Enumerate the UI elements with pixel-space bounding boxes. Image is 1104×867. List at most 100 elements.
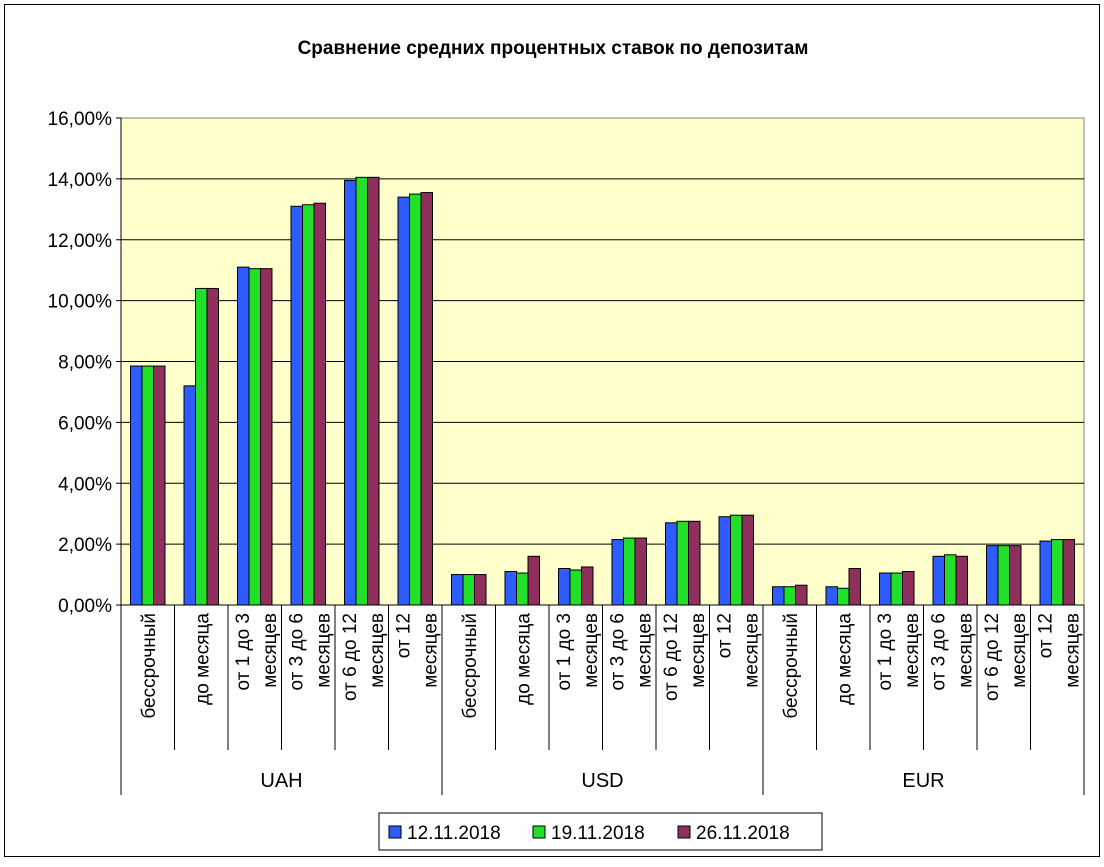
bar [302, 204, 315, 606]
bar [944, 554, 957, 606]
category-label: месяцев [741, 613, 762, 688]
bar [676, 520, 689, 606]
category-label: бессрочный [139, 613, 160, 719]
bar [248, 268, 261, 606]
category-label: месяцев [313, 613, 334, 688]
bar [237, 266, 250, 606]
bar [997, 545, 1010, 606]
legend: 12.11.2018 19.11.2018 26.11.2018 [378, 812, 823, 851]
bar [688, 520, 701, 606]
y-tick-label: 2,00% [58, 535, 112, 556]
bar [195, 287, 208, 606]
category-label: от 3 до 6 [928, 613, 949, 690]
bar [848, 567, 861, 606]
bar [890, 572, 903, 606]
y-tick-label: 8,00% [58, 353, 112, 374]
category-label: от 12 [393, 613, 414, 658]
group-label: UAH [260, 770, 302, 792]
bar [825, 586, 838, 606]
y-tick-label: 12,00% [48, 231, 113, 252]
bar [1051, 539, 1064, 606]
bar [516, 572, 529, 606]
bar [504, 571, 517, 606]
bar [879, 572, 892, 606]
legend-box [378, 812, 823, 851]
bar [1039, 540, 1052, 606]
category-label: бессрочный [460, 613, 481, 719]
bar [474, 574, 487, 606]
category-label: от 12 [714, 613, 735, 658]
bar [581, 566, 594, 606]
category-label: месяцев [902, 613, 923, 688]
bar [206, 287, 219, 606]
category-label: месяцев [1009, 613, 1030, 688]
bar [183, 385, 196, 606]
bar [623, 537, 636, 606]
y-tick-label: 14,00% [48, 170, 113, 191]
category-label: месяцев [260, 613, 281, 688]
category-label: от 1 до 3 [875, 613, 896, 690]
category-label: бессрочный [781, 613, 802, 719]
chart-title: Сравнение средних процентных ставок по д… [298, 38, 809, 59]
bar [634, 537, 647, 606]
legend-label: 26.11.2018 [696, 823, 790, 844]
y-tick-label: 0,00% [58, 596, 112, 617]
category-label: от 3 до 6 [607, 613, 628, 690]
category-label: от 6 до 12 [982, 613, 1003, 701]
bar [462, 574, 475, 606]
legend-swatch [677, 825, 691, 839]
bar [130, 365, 143, 606]
bar [611, 539, 624, 606]
legend-label: 19.11.2018 [551, 823, 645, 844]
bar [141, 365, 154, 606]
bars [130, 176, 1075, 606]
category-label: от 6 до 12 [661, 613, 682, 701]
bar [569, 569, 582, 606]
category-label: месяцев [634, 613, 655, 688]
group-label: EUR [902, 770, 944, 792]
category-label: от 12 [1035, 613, 1056, 658]
bar [718, 516, 731, 606]
bar [367, 176, 380, 606]
bar [986, 545, 999, 606]
legend-swatch [388, 825, 402, 839]
category-label: до месяца [192, 613, 213, 705]
category-label: от 1 до 3 [554, 613, 575, 690]
bar [837, 587, 850, 606]
bar [313, 202, 326, 606]
category-label: месяцев [420, 613, 441, 688]
y-tick-label: 10,00% [48, 292, 113, 313]
bar [260, 268, 273, 606]
y-axis: 0,00% 2,00% 4,00% 6,00% 8,00% 10,00% 12,00% 14,… [48, 109, 122, 617]
bar [932, 555, 945, 606]
bar [902, 571, 915, 606]
bar [955, 555, 968, 606]
bar [451, 574, 464, 606]
bar [741, 514, 754, 606]
y-tick-label: 4,00% [58, 474, 112, 495]
category-label: от 1 до 3 [233, 613, 254, 690]
category-label: месяцев [1062, 613, 1083, 688]
bar [527, 555, 540, 606]
bar [153, 365, 166, 606]
category-label: от 3 до 6 [286, 613, 307, 690]
bar [1009, 545, 1022, 606]
category-label: месяцев [367, 613, 388, 688]
category-label: месяцев [955, 613, 976, 688]
x-axis: UAH USD EUR бессрочный до месяца от 1 до 3 мес… [120, 604, 1085, 795]
bar [558, 567, 571, 606]
bar [730, 514, 743, 606]
bar [772, 586, 785, 606]
y-tick-label: 16,00% [48, 109, 113, 130]
bar [290, 205, 303, 606]
legend-swatch [532, 825, 546, 839]
legend-label: 12.11.2018 [407, 823, 501, 844]
bar [409, 193, 422, 606]
category-label: до месяца [513, 613, 534, 705]
bar [397, 196, 410, 606]
bar [1062, 539, 1075, 606]
bar [420, 192, 433, 606]
category-label: месяцев [581, 613, 602, 688]
